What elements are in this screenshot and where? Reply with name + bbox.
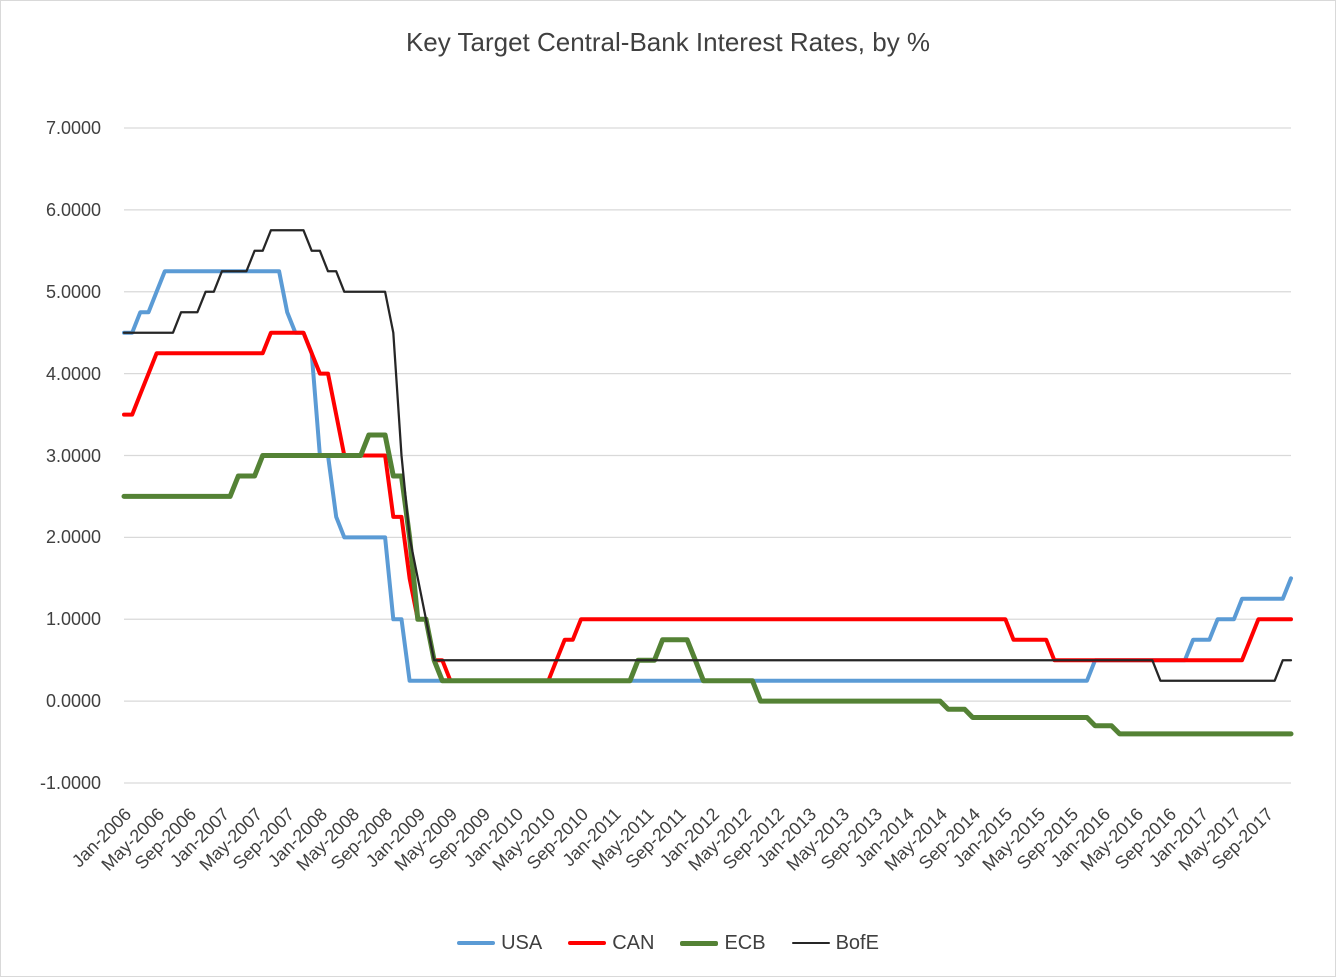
legend-label-bofe: BofE bbox=[835, 931, 879, 954]
y-axis-label: 6.0000 bbox=[45, 199, 101, 220]
legend-item-ecb: ECB bbox=[680, 931, 766, 955]
y-axis-label: 0.0000 bbox=[45, 691, 101, 712]
legend-swatch-usa bbox=[457, 941, 496, 945]
legend-item-bofe: BofE bbox=[791, 931, 879, 955]
legend-label-can: CAN bbox=[612, 931, 655, 954]
y-axis-label: 3.0000 bbox=[45, 445, 101, 466]
legend-label-ecb: ECB bbox=[724, 931, 766, 954]
legend-label-usa: USA bbox=[501, 931, 543, 954]
legend-swatch-bofe bbox=[791, 941, 830, 945]
y-axis-label: 1.0000 bbox=[45, 609, 101, 630]
y-axis-label: 2.0000 bbox=[45, 527, 101, 548]
y-axis-label: 5.0000 bbox=[45, 281, 101, 302]
series-lines bbox=[121, 229, 1294, 737]
y-axis-label: 4.0000 bbox=[45, 363, 101, 384]
series-line-can bbox=[122, 330, 1293, 683]
series-line-ecb bbox=[121, 432, 1294, 737]
legend-item-usa: USA bbox=[457, 932, 542, 955]
legend-item-can: CAN bbox=[568, 932, 654, 955]
series-line-bofe bbox=[122, 229, 1293, 682]
legend-swatch-ecb bbox=[680, 940, 719, 946]
y-axis-label: -1.0000 bbox=[39, 773, 101, 793]
legend: USA CAN ECB BofE bbox=[1, 923, 1335, 963]
chart-title: Key Target Central-Bank Interest Rates, … bbox=[405, 27, 931, 57]
y-axis-label: 7.0000 bbox=[45, 118, 101, 138]
legend-swatch-can bbox=[568, 941, 607, 945]
